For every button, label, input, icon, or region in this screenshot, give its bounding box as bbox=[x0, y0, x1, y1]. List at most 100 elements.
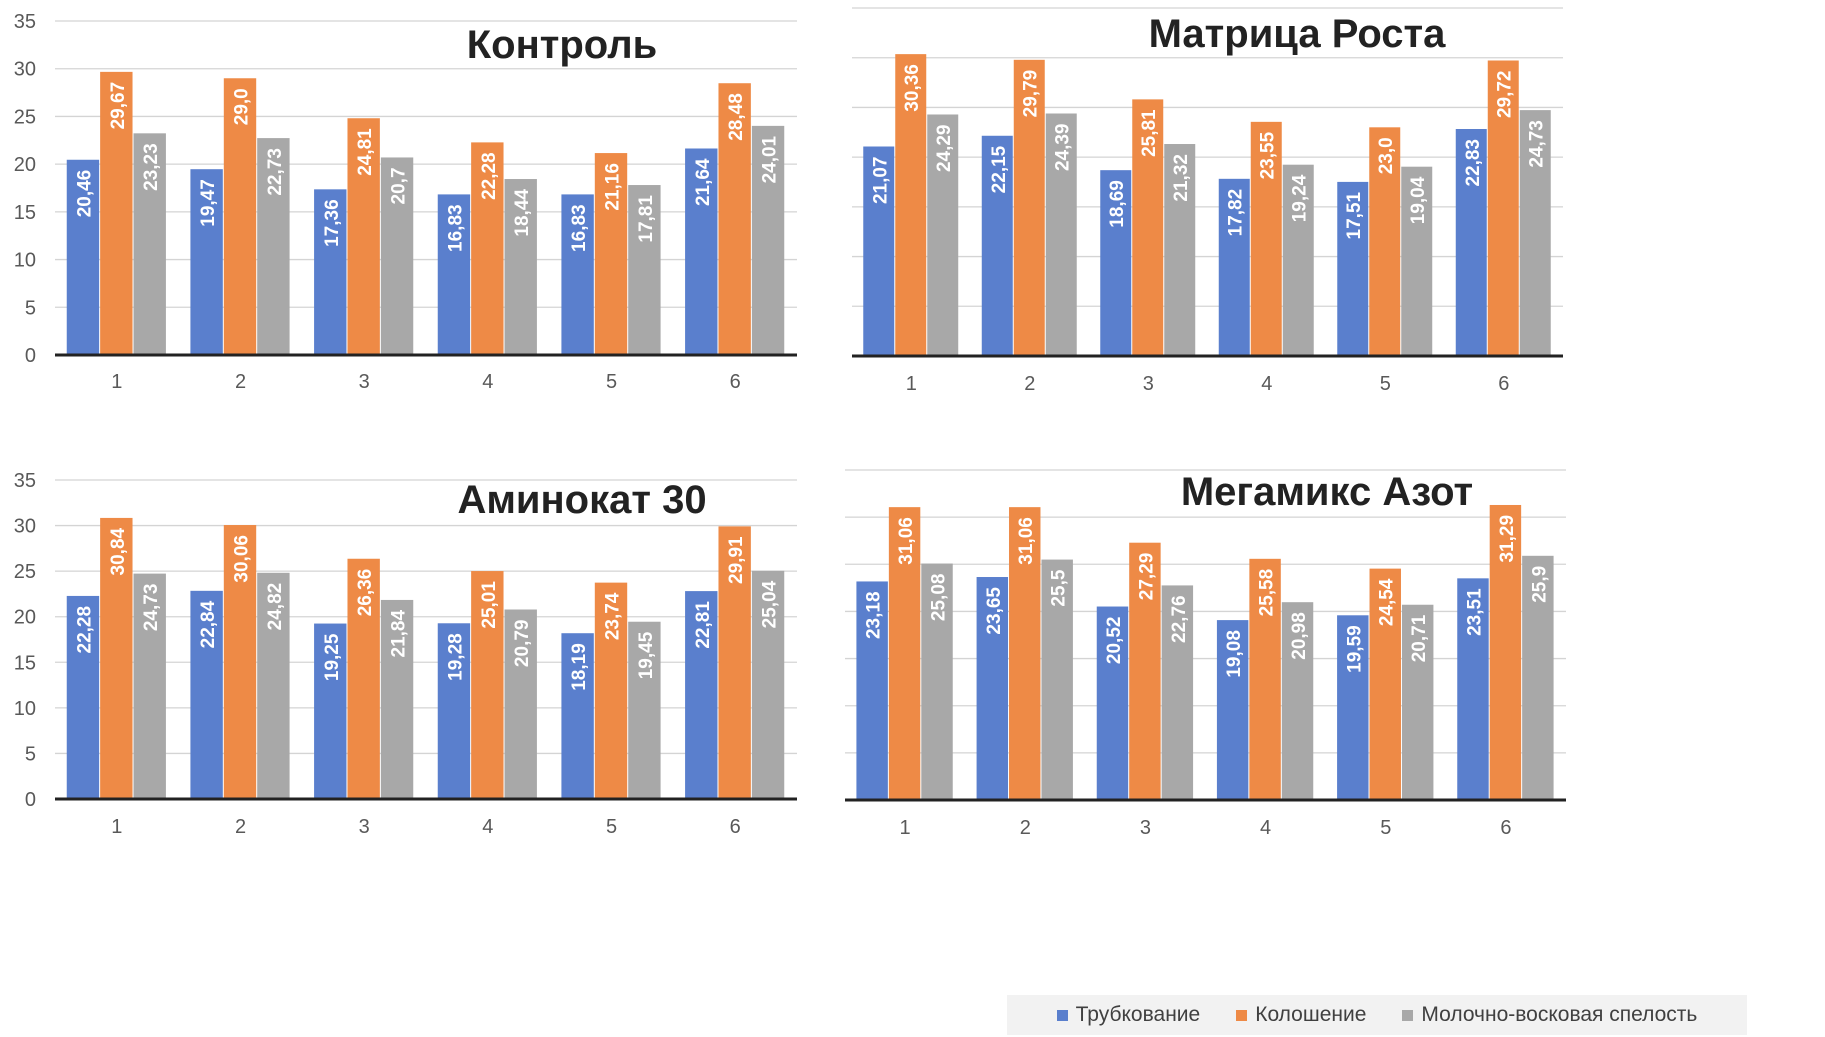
bar-trubkovanie bbox=[190, 590, 223, 799]
data-label: 29,0 bbox=[232, 88, 253, 125]
legend-item-molochno-voskovaya: Молочно-восковая спелость bbox=[1402, 1003, 1697, 1027]
x-tick-label: 6 bbox=[730, 371, 741, 393]
bar-trubkovanie bbox=[437, 623, 471, 799]
legend-swatch-trubkovanie bbox=[1056, 1009, 1068, 1021]
bar-trubkovanie bbox=[190, 169, 223, 355]
bar-trubkovanie bbox=[856, 581, 888, 800]
bar-trubkovanie bbox=[314, 623, 347, 799]
x-tick-label: 4 bbox=[1261, 373, 1272, 395]
data-label: 21,07 bbox=[870, 157, 891, 205]
bar-koloshenie bbox=[100, 71, 133, 355]
data-label: 21,64 bbox=[693, 158, 714, 206]
data-label: 18,19 bbox=[569, 643, 590, 691]
data-label: 31,29 bbox=[1497, 515, 1518, 563]
data-label: 29,79 bbox=[1021, 70, 1042, 118]
data-label: 28,48 bbox=[726, 93, 747, 141]
bar-trubkovanie bbox=[66, 159, 100, 355]
x-tick-label: 3 bbox=[1143, 373, 1154, 395]
bar-trubkovanie bbox=[561, 633, 594, 799]
data-label: 17,51 bbox=[1344, 191, 1365, 239]
y-tick-label: 25 bbox=[14, 561, 36, 583]
chart-title: Мегамикс Азот bbox=[1181, 470, 1473, 514]
bar-koloshenie bbox=[718, 526, 751, 799]
bar-koloshenie bbox=[594, 582, 628, 799]
data-label: 24,39 bbox=[1053, 123, 1074, 171]
data-label: 22,76 bbox=[1169, 595, 1190, 643]
bar-koloshenie bbox=[1489, 504, 1522, 800]
legend-label-molochno-voskovaya: Молочно-восковая спелость bbox=[1421, 1003, 1698, 1026]
x-tick-label: 4 bbox=[1260, 817, 1271, 839]
bar-trubkovanie bbox=[1100, 170, 1132, 356]
y-tick-label: 25 bbox=[14, 106, 36, 128]
x-tick-label: 5 bbox=[606, 371, 617, 393]
x-tick-label: 4 bbox=[482, 816, 493, 838]
bar-koloshenie bbox=[888, 507, 921, 800]
bar-koloshenie bbox=[1013, 59, 1045, 357]
data-label: 17,36 bbox=[322, 199, 343, 247]
x-tick-label: 2 bbox=[235, 371, 246, 393]
data-label: 25,9 bbox=[1529, 566, 1550, 603]
x-tick-label: 1 bbox=[111, 816, 122, 838]
x-tick-label: 1 bbox=[111, 371, 122, 393]
data-label: 24,01 bbox=[760, 135, 781, 183]
data-label: 20,79 bbox=[512, 620, 533, 668]
bar-trubkovanie bbox=[1457, 578, 1489, 800]
x-tick-label: 2 bbox=[1020, 817, 1031, 839]
y-tick-label: 35 bbox=[14, 470, 36, 492]
bar-koloshenie bbox=[471, 142, 504, 355]
data-label: 18,44 bbox=[512, 189, 533, 237]
chart-kontrol: 0 5 10 15 20 25 30 35 20,46 29,67 23,23 1 19,47 29,0 2… bbox=[0, 0, 930, 470]
data-label: 19,08 bbox=[1224, 630, 1245, 678]
data-label: 29,91 bbox=[726, 536, 747, 584]
chart-title: Контроль bbox=[467, 23, 657, 67]
data-label: 16,83 bbox=[445, 204, 466, 252]
data-label: 17,82 bbox=[1226, 189, 1247, 237]
bar-koloshenie bbox=[1249, 558, 1281, 800]
data-label: 26,36 bbox=[355, 569, 376, 617]
data-label: 16,83 bbox=[569, 204, 590, 252]
data-label: 29,67 bbox=[108, 82, 129, 130]
bar-molochno-voskovaya bbox=[1164, 144, 1196, 356]
data-label: 24,81 bbox=[355, 128, 376, 176]
data-label: 22,83 bbox=[1463, 139, 1484, 187]
bar-koloshenie bbox=[1487, 60, 1519, 356]
bar-koloshenie bbox=[347, 558, 380, 799]
data-label: 20,52 bbox=[1104, 617, 1125, 665]
legend-swatch-koloshenie bbox=[1236, 1009, 1248, 1021]
y-tick-label: 15 bbox=[14, 202, 36, 224]
data-label: 25,01 bbox=[479, 581, 500, 629]
y-tick-label: 5 bbox=[25, 297, 36, 319]
bar-molochno-voskovaya bbox=[751, 125, 785, 355]
bar-molochno-voskovaya bbox=[1522, 555, 1554, 800]
data-label: 25,58 bbox=[1257, 569, 1278, 617]
data-label: 25,5 bbox=[1049, 569, 1070, 606]
data-label: 22,84 bbox=[198, 600, 219, 648]
data-label: 23,18 bbox=[864, 591, 885, 639]
data-label: 30,06 bbox=[232, 535, 253, 583]
chart-matritsa-rosta: 21,07 30,36 24,29 1 22,15 29,79 24,39 2 18,69 25,… bbox=[0, 0, 1825, 470]
data-label: 25,04 bbox=[760, 580, 781, 628]
bar-koloshenie bbox=[223, 525, 257, 799]
x-tick-label: 6 bbox=[730, 816, 741, 838]
data-label: 25,81 bbox=[1139, 109, 1160, 157]
bar-trubkovanie bbox=[685, 591, 718, 799]
bar-molochno-voskovaya bbox=[1281, 602, 1314, 800]
bar-trubkovanie bbox=[863, 146, 895, 356]
data-label: 24,73 bbox=[1527, 120, 1548, 168]
bar-koloshenie bbox=[1132, 99, 1164, 357]
x-tick-label: 3 bbox=[359, 816, 370, 838]
data-label: 19,24 bbox=[1290, 174, 1311, 222]
y-tick-label: 15 bbox=[14, 652, 36, 674]
bar-molochno-voskovaya bbox=[380, 599, 414, 799]
bar-trubkovanie bbox=[1216, 620, 1249, 800]
data-label: 19,04 bbox=[1408, 176, 1429, 224]
chart-megamiks-azot: 23,18 31,06 25,08 1 23,65 31,06 25,5 2 20,52 27,2… bbox=[845, 469, 1566, 839]
bar-molochno-voskovaya bbox=[927, 114, 959, 356]
data-label: 29,72 bbox=[1495, 70, 1516, 118]
bar-trubkovanie bbox=[314, 189, 347, 355]
bar-molochno-voskovaya bbox=[504, 179, 537, 355]
bar-molochno-voskovaya bbox=[504, 609, 537, 799]
bar-molochno-voskovaya bbox=[921, 563, 953, 800]
bar-molochno-voskovaya bbox=[133, 573, 166, 799]
bar-koloshenie bbox=[895, 54, 927, 356]
